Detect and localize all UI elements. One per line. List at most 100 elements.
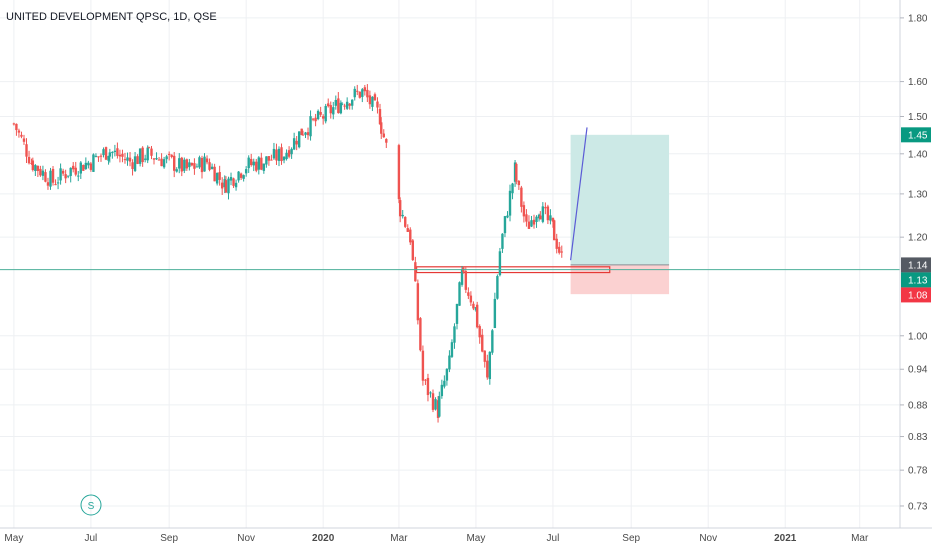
candle-body [79,162,82,174]
price-tag-label: 1.45 [908,130,928,141]
candle-body [123,159,127,161]
candle-body [287,150,291,157]
candle-body [397,145,401,200]
candle-body [368,95,372,105]
candle-body [257,157,260,170]
y-tick-label: 1.00 [908,331,928,342]
candle-body [382,133,385,138]
y-tick-label: 0.83 [908,432,928,443]
symbol-badge[interactable]: S [80,494,102,516]
candle-body [324,105,327,122]
candle-body [560,251,563,253]
candle-body [56,182,60,184]
x-tick-label: Nov [699,533,717,544]
candle-body [178,158,181,169]
candle-body [210,166,214,169]
candle-body [180,157,183,172]
candle-body [223,179,226,188]
candle-body [54,184,57,186]
candle-body [475,304,479,328]
overlays [0,127,900,271]
candle-body [544,207,547,209]
price-axis[interactable]: 1.80 1.60 1.50 1.40 1.30 1.20 1.00 0.94 0.88 0.83… [899,0,932,550]
candle-body [250,158,253,166]
candle-body [185,159,189,169]
candle-body [366,89,369,98]
candle-body [503,216,507,234]
target-zone [570,134,670,265]
candle-body [535,216,538,222]
candle-body [304,132,307,135]
candle-body [30,162,33,164]
candle-body [12,123,16,125]
candle-body [292,138,296,150]
candle-body [31,160,35,171]
candle-body [107,155,110,161]
candle-body [506,215,509,218]
price-tag[interactable] [901,127,931,143]
x-tick-label: Nov [237,533,255,544]
candle-body [532,219,536,225]
candle-body [455,303,459,324]
candle-body [511,183,514,194]
candle-body [143,158,147,160]
candle-body [361,89,364,97]
candle-body [147,147,151,149]
candle-body [66,175,70,177]
candle-body [522,205,526,217]
candle-body [61,170,65,174]
candle-body [218,172,221,180]
candle-body [244,169,248,174]
candle-body [371,96,374,107]
x-tick-label: Jul [547,533,560,544]
price-tag[interactable] [901,287,931,303]
candle-body [162,159,166,168]
candle-body [41,170,45,176]
candle-body [265,156,268,165]
candle-body [440,384,444,397]
chart-title: UNITED DEVELOPMENT QPSC, 1D, QSE [6,11,217,23]
candle-body [173,155,176,171]
candle-body [69,167,72,176]
candle-body [498,251,502,276]
candle-body [488,351,492,380]
price-tag[interactable] [901,257,931,273]
candle-body [77,175,80,177]
candle-body [25,144,28,157]
candle-body [138,148,142,164]
candle-body [486,360,489,378]
price-tag[interactable] [901,272,931,288]
candle-body [188,162,191,168]
candle-body [121,153,124,157]
candle-body [409,229,412,243]
candle-body [141,147,144,163]
candle-body [220,182,224,189]
candle-body [552,220,556,241]
time-axis[interactable]: May Jul Sep Nov 2020 Mar May Jul Sep Nov 2021 Mar [0,527,932,544]
candle-body [51,168,55,183]
candle-body [530,220,533,227]
candle-body [464,271,468,290]
candle-body [146,147,149,161]
candle-body [270,159,273,161]
candle-body [15,123,18,131]
candle-body [541,206,545,222]
candle-body [311,118,315,120]
candle-body [469,295,473,303]
candle-body [467,292,470,296]
candle-body [190,162,194,166]
candle-body [208,162,211,170]
x-tick-label: 2020 [312,533,335,544]
y-tick-label: 0.78 [908,466,928,477]
candles [12,84,563,423]
candle-body [131,162,134,170]
candle-body [170,154,173,158]
candle-body [474,307,478,311]
candle-body [348,103,351,106]
candle-body [301,134,305,136]
candle-body [167,153,171,155]
candle-body [285,152,288,159]
candle-body [448,355,451,370]
candle-body [17,130,21,133]
